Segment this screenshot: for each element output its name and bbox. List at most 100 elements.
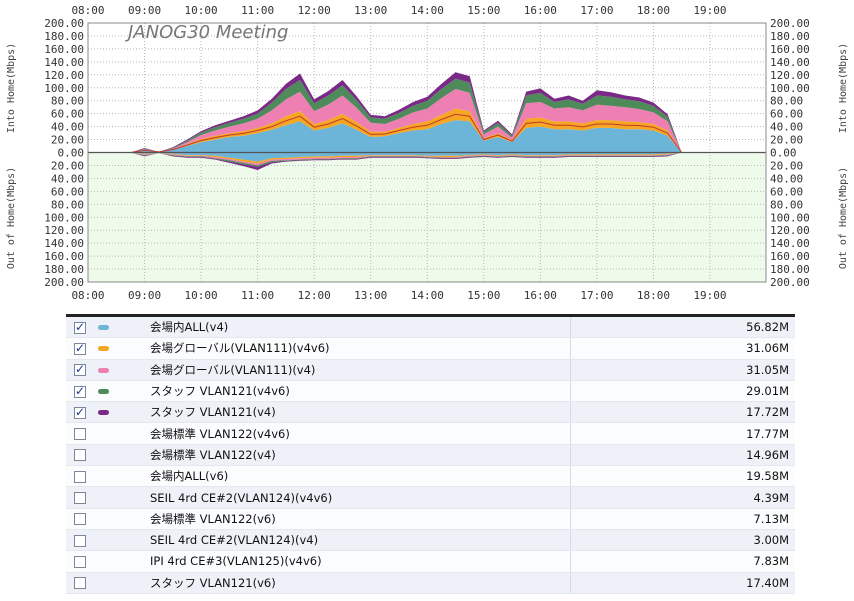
- series-color-swatch: [98, 325, 109, 331]
- y-tick-label-out-left: 120.00: [44, 224, 84, 237]
- legend-row: IPI 4rd CE#3(VLAN125)(v4v6) 7.83M: [66, 550, 795, 573]
- legend-swatch-cell: [94, 337, 146, 360]
- legend-checkbox-cell: [66, 359, 94, 381]
- legend-swatch-cell: [94, 317, 146, 339]
- y-tick-label-out-right: 180.00: [770, 263, 810, 276]
- y-tick-label-into-right: 80.00: [770, 95, 803, 108]
- series-checkbox[interactable]: [74, 555, 86, 568]
- series-area-out-0: [88, 152, 753, 162]
- time-tick-label-top: 09:00: [128, 4, 161, 17]
- series-checkbox[interactable]: [74, 534, 86, 547]
- series-checkbox[interactable]: [74, 384, 86, 398]
- legend-swatch-cell: [94, 380, 146, 403]
- y-tick-label-out-right: 80.00: [770, 198, 803, 211]
- legend-row: スタッフ VLAN121(v6) 17.40M: [66, 572, 795, 594]
- series-checkbox[interactable]: [74, 405, 86, 419]
- time-tick-label-top: 12:00: [298, 4, 331, 17]
- time-tick-label-bottom: 14:00: [411, 289, 444, 302]
- series-value: 29.01M: [570, 380, 795, 403]
- y-tick-label-out-left: 80.00: [51, 198, 84, 211]
- legend-swatch-cell: [94, 486, 146, 509]
- series-name: 会場標準 VLAN122(v4): [146, 444, 571, 467]
- legend-row: SEIL 4rd CE#2(VLAN124)(v4) 3.00M: [66, 529, 795, 552]
- y-tick-label-out-left: 200.00: [44, 276, 84, 289]
- series-checkbox[interactable]: [74, 320, 86, 334]
- time-tick-label-top: 19:00: [693, 4, 726, 17]
- legend-swatch-cell: [94, 422, 146, 445]
- legend-swatch-cell: [94, 465, 146, 488]
- series-checkbox[interactable]: [74, 362, 86, 377]
- time-tick-label-bottom: 09:00: [128, 289, 161, 302]
- y-tick-label-out-right: 60.00: [770, 185, 803, 198]
- y-tick-label-out-left: 100.00: [44, 211, 84, 224]
- time-tick-label-top: 14:00: [411, 4, 444, 17]
- y-tick-label-into-right: 120.00: [770, 69, 810, 82]
- y-tick-label-out-left: 60.00: [51, 185, 84, 198]
- series-value: 19.58M: [570, 465, 795, 488]
- y-tick-label-into-right: 180.00: [770, 30, 810, 43]
- legend-checkbox-cell: [66, 550, 94, 573]
- legend-checkbox-cell: [66, 572, 94, 594]
- axis-label-out-right: Out of Home(Mbps): [838, 167, 849, 269]
- y-tick-label-out-right: 100.00: [770, 211, 810, 224]
- axis-label-into-left: Into Home(Mbps): [6, 43, 17, 133]
- legend-row: 会場内ALL(v4)56.82M: [66, 317, 795, 339]
- y-tick-label-into-left: 180.00: [44, 30, 84, 43]
- time-tick-label-bottom: 19:00: [693, 289, 726, 302]
- series-value: 56.82M: [570, 317, 795, 339]
- traffic-chart-svg: 08:00 08:00 09:00 09:00 10:00 10:00 11:00 11:00…: [6, 4, 849, 302]
- legend-swatch-cell: [94, 508, 146, 530]
- series-color-swatch: [98, 410, 109, 416]
- series-value: 17.40M: [570, 572, 795, 594]
- y-tick-label-into-left: 80.00: [51, 95, 84, 108]
- y-tick-label-into-left: 40.00: [51, 121, 84, 134]
- series-checkbox[interactable]: [74, 428, 86, 441]
- series-value: 7.83M: [570, 550, 795, 573]
- time-tick-label-top: 10:00: [185, 4, 218, 17]
- series-name: IPI 4rd CE#3(VLAN125)(v4v6): [146, 550, 571, 573]
- legend-swatch-cell: [94, 444, 146, 467]
- time-tick-label-bottom: 15:00: [467, 289, 500, 302]
- legend-checkbox-cell: [66, 317, 94, 339]
- time-tick-label-bottom: 08:00: [71, 289, 104, 302]
- y-tick-label-out-right: 120.00: [770, 224, 810, 237]
- y-tick-label-out-left: 180.00: [44, 263, 84, 276]
- y-tick-label-out-right: 160.00: [770, 250, 810, 263]
- series-trend-line: [88, 113, 753, 153]
- series-checkbox[interactable]: [74, 470, 86, 483]
- legend-row: 会場グローバル(VLAN111)(v4)31.05M: [66, 359, 795, 381]
- y-tick-label-into-left: 100.00: [44, 82, 84, 95]
- y-tick-label-into-left: 0.00: [58, 147, 85, 160]
- series-value: 17.77M: [570, 422, 795, 445]
- series-value: 14.96M: [570, 444, 795, 467]
- axis-label-out-left: Out of Home(Mbps): [6, 167, 17, 269]
- series-name: 会場内ALL(v6): [146, 465, 571, 488]
- series-name: スタッフ VLAN121(v4): [146, 401, 571, 424]
- time-tick-label-top: 11:00: [241, 4, 274, 17]
- y-tick-label-into-right: 20.00: [770, 134, 803, 147]
- time-tick-label-top: 17:00: [580, 4, 613, 17]
- legend-row: 会場グローバル(VLAN111)(v4v6)31.06M: [66, 337, 795, 360]
- series-name: SEIL 4rd CE#2(VLAN124)(v4v6): [146, 486, 571, 509]
- series-checkbox[interactable]: [74, 449, 86, 462]
- y-tick-label-out-left: 40.00: [51, 172, 84, 185]
- series-value: 3.00M: [570, 529, 795, 552]
- series-checkbox[interactable]: [74, 492, 86, 505]
- time-tick-label-bottom: 16:00: [524, 289, 557, 302]
- series-checkbox[interactable]: [74, 577, 86, 590]
- time-tick-label-bottom: 18:00: [637, 289, 670, 302]
- time-tick-label-bottom: 12:00: [298, 289, 331, 302]
- y-tick-label-out-right: 20.00: [770, 159, 803, 172]
- series-area-into-0: [88, 120, 753, 153]
- series-color-swatch: [98, 367, 109, 373]
- plot-border: [87, 22, 767, 283]
- legend-checkbox-cell: [66, 444, 94, 467]
- legend-row: SEIL 4rd CE#2(VLAN124)(v4v6) 4.39M: [66, 486, 795, 509]
- time-tick-label-top: 13:00: [354, 4, 387, 17]
- axis-label-into-right: Into Home(Mbps): [838, 43, 849, 133]
- series-checkbox[interactable]: [74, 341, 86, 355]
- series-name: SEIL 4rd CE#2(VLAN124)(v4): [146, 529, 571, 552]
- series-checkbox[interactable]: [74, 513, 86, 526]
- legend-swatch-cell: [94, 529, 146, 552]
- time-tick-label-bottom: 17:00: [580, 289, 613, 302]
